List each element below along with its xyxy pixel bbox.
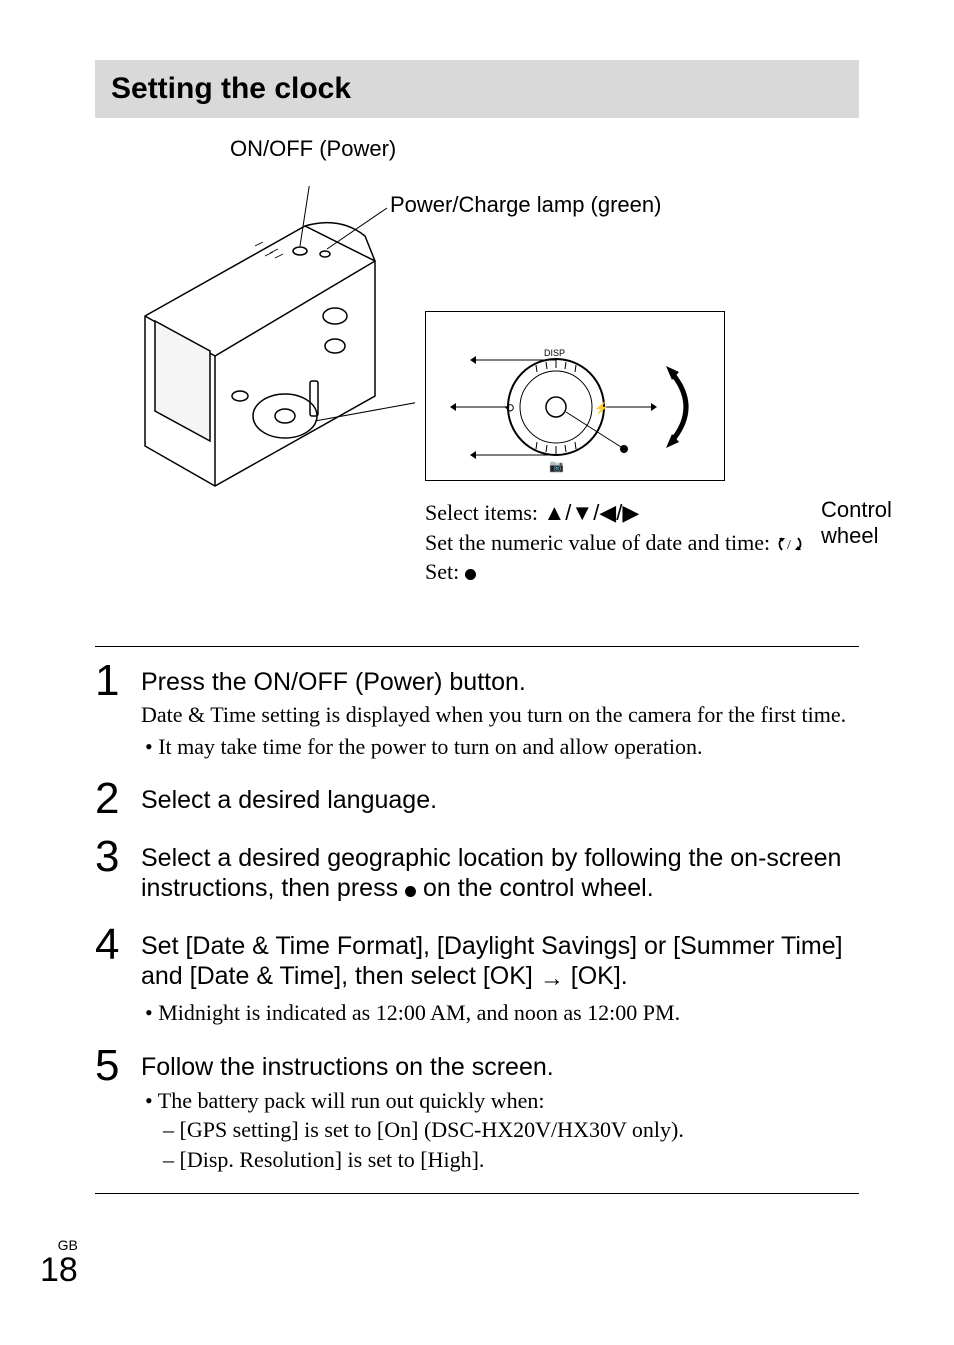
step-title-part-b: on the control wheel. bbox=[416, 874, 654, 902]
svg-text:⟲: ⟲ bbox=[504, 401, 514, 415]
step-4: 4 Set [Date & Time Format], [Daylight Sa… bbox=[95, 925, 859, 1027]
step-number: 3 bbox=[95, 837, 135, 877]
step-title-part-a: Set [Date & Time Format], [Daylight Savi… bbox=[141, 932, 843, 990]
caption-numeric-text: Set the numeric value of date and time: bbox=[425, 530, 776, 555]
control-wheel-caption: Select items: ▲/▼/◀/▶ Set the numeric va… bbox=[425, 498, 825, 587]
step-number: 1 bbox=[95, 661, 135, 701]
label-control-wheel: Control wheel bbox=[821, 497, 892, 549]
step-3: 3 Select a desired geographic location b… bbox=[95, 837, 859, 907]
step-1: 1 Press the ON/OFF (Power) button. Date … bbox=[95, 661, 859, 761]
step-subitem: – [Disp. Resolution] is set to [High]. bbox=[141, 1145, 859, 1175]
caption-set: Set: bbox=[425, 557, 825, 587]
caption-set-prefix: Set: bbox=[425, 559, 465, 584]
control-wheel-box: Control wheel DISP bbox=[425, 311, 725, 481]
divider-line bbox=[95, 646, 859, 647]
svg-text:DISP: DISP bbox=[544, 348, 565, 358]
step-body: Select a desired language. bbox=[141, 779, 859, 819]
control-wheel-illustration: DISP ⟲ ⚡ 📷 bbox=[426, 312, 726, 482]
label-onoff-power: ON/OFF (Power) bbox=[230, 136, 396, 162]
svg-text:/: / bbox=[787, 538, 791, 553]
step-bullet: • The battery pack will run out quickly … bbox=[141, 1086, 859, 1116]
camera-illustration bbox=[115, 186, 415, 516]
step-number: 5 bbox=[95, 1046, 135, 1086]
step-body: Press the ON/OFF (Power) button. Date & … bbox=[141, 661, 859, 761]
center-button-icon bbox=[465, 569, 476, 580]
step-5: 5 Follow the instructions on the screen.… bbox=[95, 1046, 859, 1175]
caption-set-numeric: Set the numeric value of date and time: … bbox=[425, 528, 825, 558]
step-title: Follow the instructions on the screen. bbox=[141, 1052, 859, 1082]
caption-select-prefix: Select items: bbox=[425, 500, 544, 525]
diagram-area: ON/OFF (Power) Power/Charge lamp (green) bbox=[95, 136, 859, 636]
svg-text:⚡: ⚡ bbox=[594, 401, 609, 415]
step-title-part-b: [OK]. bbox=[564, 962, 628, 990]
page-footer: GB 18 bbox=[40, 1237, 78, 1287]
caption-select-symbols: ▲/▼/◀/▶ bbox=[544, 500, 640, 525]
step-2: 2 Select a desired language. bbox=[95, 779, 859, 819]
step-body: Follow the instructions on the screen. •… bbox=[141, 1046, 859, 1175]
step-subitem: – [GPS setting] is set to [On] (DSC-HX20… bbox=[141, 1115, 859, 1145]
divider-line-bottom bbox=[95, 1193, 859, 1194]
step-title: Select a desired geographic location by … bbox=[141, 843, 859, 903]
rotate-icons: / bbox=[776, 535, 804, 553]
steps-list: 1 Press the ON/OFF (Power) button. Date … bbox=[95, 661, 859, 1175]
arrow-right-icon: → bbox=[540, 965, 564, 992]
step-bullet: • It may take time for the power to turn… bbox=[141, 732, 859, 762]
step-title: Press the ON/OFF (Power) button. bbox=[141, 667, 859, 697]
section-heading-bar: Setting the clock bbox=[95, 60, 859, 118]
step-description: Date & Time setting is displayed when yo… bbox=[141, 701, 859, 730]
step-number: 4 bbox=[95, 925, 135, 965]
step-title: Select a desired language. bbox=[141, 785, 859, 815]
step-number: 2 bbox=[95, 779, 135, 819]
section-heading: Setting the clock bbox=[111, 72, 843, 106]
caption-select-items: Select items: ▲/▼/◀/▶ bbox=[425, 498, 825, 528]
svg-text:📷: 📷 bbox=[549, 459, 564, 473]
center-button-icon bbox=[405, 886, 416, 897]
step-body: Set [Date & Time Format], [Daylight Savi… bbox=[141, 925, 859, 1027]
step-bullet: • Midnight is indicated as 12:00 AM, and… bbox=[141, 998, 859, 1028]
step-body: Select a desired geographic location by … bbox=[141, 837, 859, 907]
page-number: 18 bbox=[40, 1253, 78, 1287]
step-title: Set [Date & Time Format], [Daylight Savi… bbox=[141, 931, 859, 994]
label-power-charge-lamp: Power/Charge lamp (green) bbox=[390, 192, 661, 218]
